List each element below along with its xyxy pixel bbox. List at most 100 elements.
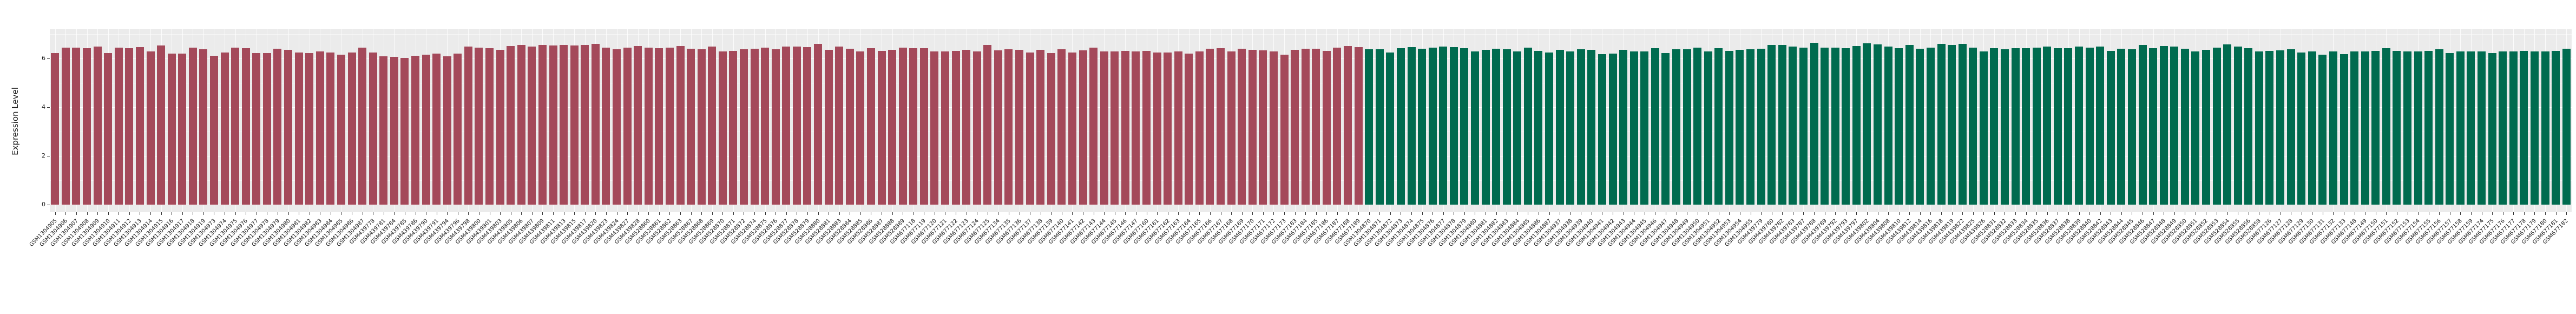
bar <box>2562 49 2571 205</box>
bar <box>972 51 981 205</box>
x-tick-mark <box>1835 212 1836 215</box>
bar <box>1895 48 1903 205</box>
bar <box>1079 50 1087 205</box>
bar <box>1958 44 1967 205</box>
x-tick-mark <box>553 212 554 215</box>
x-tick-mark <box>1231 212 1232 215</box>
bar <box>856 51 865 205</box>
bar <box>1375 49 1384 205</box>
bar <box>252 53 261 205</box>
x-tick-mark <box>1305 212 1306 215</box>
bar <box>1396 48 1405 205</box>
bar <box>1248 50 1257 205</box>
x-tick-mark <box>288 212 289 215</box>
bar <box>2053 48 2062 205</box>
bar <box>2212 47 2221 205</box>
x-tick-mark <box>1051 212 1052 215</box>
x-tick-mark <box>1241 212 1243 215</box>
x-tick-mark <box>701 212 702 215</box>
x-tick-mark <box>1316 212 1317 215</box>
bar <box>1916 49 1924 205</box>
x-tick-mark <box>1941 212 1942 215</box>
x-tick-mark <box>648 212 649 215</box>
bar <box>528 46 536 205</box>
x-tick-mark <box>1761 212 1762 215</box>
x-tick-mark <box>2513 212 2514 215</box>
bar <box>2043 46 2052 205</box>
x-tick-mark <box>1422 212 1423 215</box>
bar <box>570 45 579 205</box>
bar <box>2032 47 2041 205</box>
x-tick-mark <box>1125 212 1126 215</box>
bar <box>1238 49 1246 205</box>
x-tick-mark <box>2015 212 2016 215</box>
bar <box>676 45 685 205</box>
bar <box>2403 51 2411 205</box>
bar <box>1736 50 1744 205</box>
bar <box>888 50 897 205</box>
x-tick-mark <box>2333 212 2334 215</box>
bar <box>390 57 398 205</box>
bar <box>2414 51 2422 205</box>
gridline-minor <box>50 34 2572 35</box>
x-tick-mark <box>1570 212 1571 215</box>
bar <box>1322 51 1331 205</box>
bar <box>2520 50 2528 205</box>
x-tick-mark <box>1263 212 1264 215</box>
bar <box>1821 47 1829 205</box>
bar <box>1291 50 1299 205</box>
x-tick-mark <box>584 212 586 215</box>
bar <box>188 47 197 205</box>
bar <box>623 47 632 205</box>
x-tick-mark <box>1464 212 1465 215</box>
bar <box>400 58 409 205</box>
x-tick-mark <box>2534 212 2535 215</box>
bar <box>1428 47 1437 205</box>
bar <box>538 44 547 205</box>
bar <box>1948 45 1956 205</box>
bar <box>1301 49 1310 205</box>
x-tick-mark <box>2470 212 2472 215</box>
bar <box>2424 50 2433 205</box>
x-tick-mark <box>1188 212 1190 215</box>
bar <box>2318 55 2327 205</box>
bar <box>1470 51 1479 205</box>
bar <box>1683 49 1691 205</box>
bar <box>496 50 504 205</box>
bar <box>157 45 166 205</box>
bar <box>1587 50 1596 205</box>
x-tick-mark <box>2047 212 2048 215</box>
bar <box>1259 50 1267 205</box>
bar <box>739 49 748 205</box>
bar <box>1280 55 1289 205</box>
bar <box>1778 45 1786 205</box>
x-tick-mark <box>1294 212 1296 215</box>
bar <box>1206 49 1214 205</box>
x-tick-mark <box>2089 212 2091 215</box>
bar <box>1523 47 1532 205</box>
bar <box>549 45 557 205</box>
bar <box>930 51 939 205</box>
x-tick-mark <box>1962 212 1963 215</box>
x-tick-mark <box>500 212 501 215</box>
bar <box>2202 50 2210 205</box>
bar <box>104 53 113 205</box>
bar <box>1333 47 1342 205</box>
bar <box>83 48 91 205</box>
bar <box>347 52 356 205</box>
bar <box>1534 50 1543 205</box>
bar <box>835 46 844 205</box>
bar <box>2488 53 2496 205</box>
bar <box>1344 45 1352 205</box>
bar <box>2446 53 2454 205</box>
x-tick-mark <box>1517 212 1518 215</box>
bar <box>135 47 144 205</box>
bar <box>273 49 282 205</box>
bar <box>2075 47 2084 205</box>
y-axis-title: Expression Level <box>10 87 20 155</box>
x-tick-mark <box>235 212 236 215</box>
x-tick-mark <box>2492 212 2493 215</box>
x-tick-mark <box>1337 212 1338 215</box>
bar <box>326 52 335 205</box>
bar <box>581 44 589 205</box>
